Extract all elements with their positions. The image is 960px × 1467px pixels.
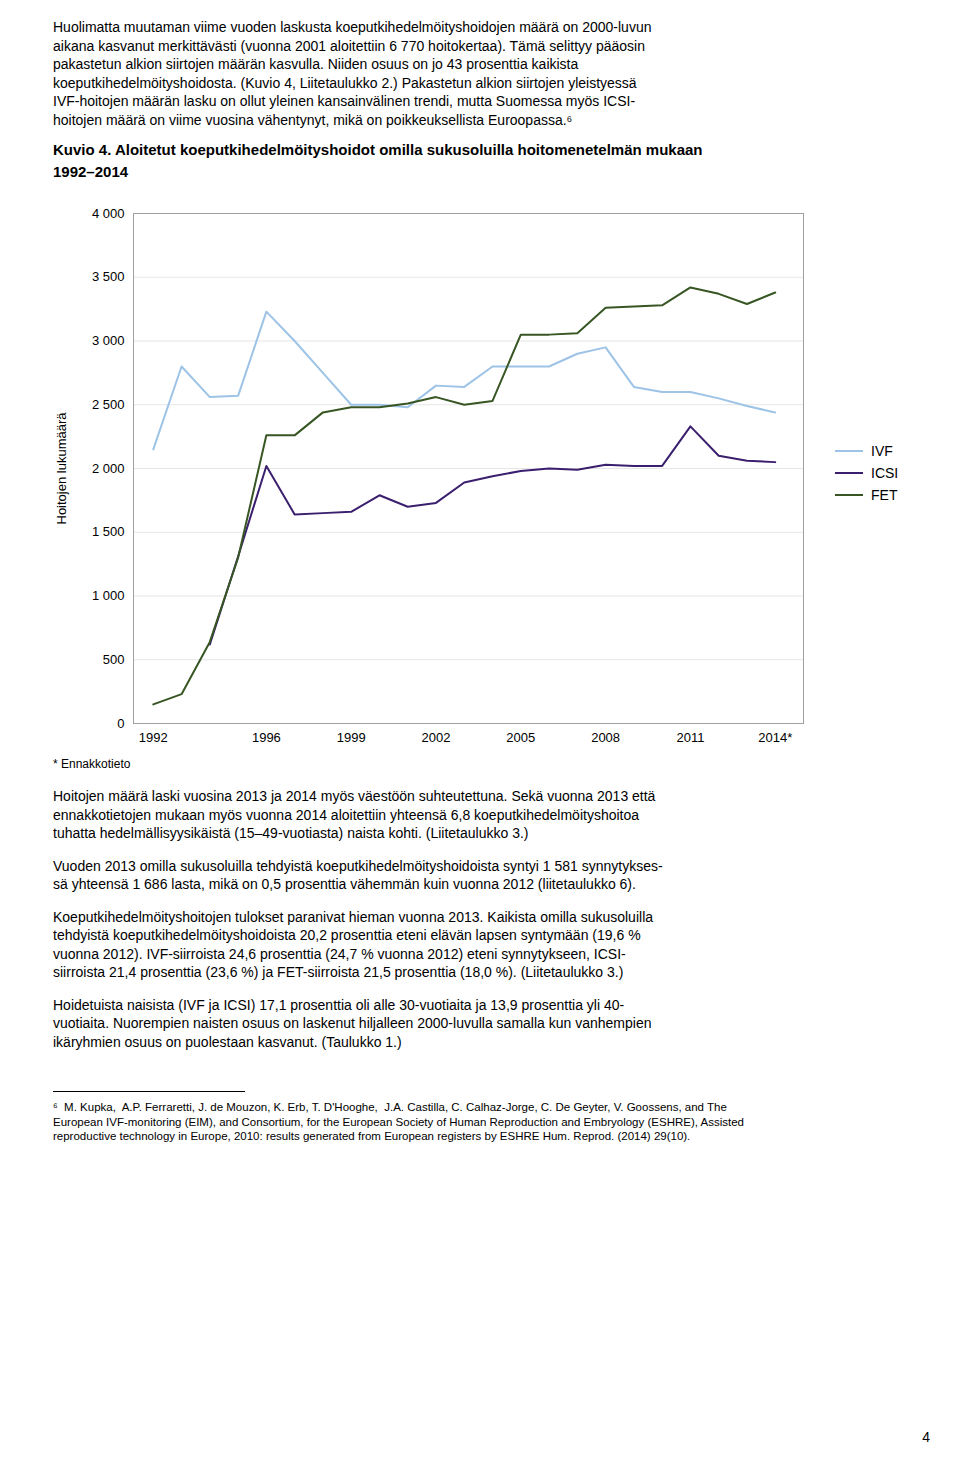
html-text:Huolimatta muutaman viime vuod: Huolimatta muutaman viime vuoden laskust…: [53, 19, 652, 35]
svg-text:2 000: 2 000: [92, 461, 125, 476]
html-text:ennakkotietojen mukaan myös vu: ennakkotietojen mukaan myös vuonna 2014 …: [53, 806, 640, 823]
svg-text:500: 500: [103, 652, 125, 667]
svg-text:0: 0: [117, 716, 124, 731]
svg-text:1 500: 1 500: [92, 524, 125, 539]
html-text:Kuvio 4. Aloitetut koeputkihed: Kuvio 4. Aloitetut koeputkihedelmöitysho…: [53, 141, 703, 158]
html-text:Koeputkihedelmöityshoitojen tu: Koeputkihedelmöityshoitojen tulokset par…: [53, 908, 653, 925]
svg-text:1999: 1999: [337, 730, 366, 745]
html-text:hoitojen määrä on viime vuosin: hoitojen määrä on viime vuosina vähentyn…: [53, 111, 573, 128]
html-text:European IVF-monitoring (EIM),: European IVF-monitoring (EIM), and Conso…: [53, 1115, 744, 1128]
html-text:ikäryhmien osuus on puolestaan: ikäryhmien osuus on puolestaan kasvanut.…: [53, 1033, 402, 1050]
svg-text:2 500: 2 500: [92, 397, 125, 412]
svg-text:2011: 2011: [676, 730, 704, 745]
html-text:4: 4: [922, 1429, 930, 1445]
svg-text:2005: 2005: [506, 730, 535, 745]
html-text:reproductive technology in Eur: reproductive technology in Europe, 2010:…: [53, 1130, 691, 1142]
html-text:FET: FET: [871, 487, 898, 503]
html-text:⁶ M. Kupka, A.P. Ferraretti, J: ⁶ M. Kupka, A.P. Ferraretti, J. de Mouzo…: [53, 1101, 727, 1113]
html-text:* Ennakkotieto: * Ennakkotieto: [53, 757, 131, 771]
html-text:koeputkihedelmöityshoidosta. (: koeputkihedelmöityshoidosta. (Kuvio 4, L…: [53, 74, 637, 91]
html-text:Vuoden 2013 omilla sukusoluill: Vuoden 2013 omilla sukusoluilla tehdyist…: [53, 857, 663, 874]
html-text:sä yhteensä 1 686 lasta, mikä: sä yhteensä 1 686 lasta, mikä on 0,5 pro…: [53, 876, 636, 892]
html-text:Hoitojen määrä laski vuosina 2: Hoitojen määrä laski vuosina 2013 ja 201…: [53, 788, 656, 804]
html-text:tuhatta hedelmällisyysikäistä: tuhatta hedelmällisyysikäistä (15–49-vuo…: [53, 825, 529, 841]
html-text:aikana kasvanut merkittävästi: aikana kasvanut merkittävästi (vuonna 20…: [53, 37, 645, 54]
html-text:1992–2014: 1992–2014: [53, 163, 129, 180]
html-text:ICSI: ICSI: [871, 465, 899, 481]
svg-text:3 500: 3 500: [92, 269, 125, 284]
html-text:siirroista 21,4 prosenttia (23: siirroista 21,4 prosenttia (23,6 %) ja F…: [53, 964, 624, 980]
html-text:pakastetun alkion siirtojen mä: pakastetun alkion siirtojen määrän kasvu…: [53, 56, 579, 72]
html-text:vuotiaita. Nuorempien naisten: vuotiaita. Nuorempien naisten osuus on l…: [53, 1015, 652, 1031]
svg-text:2002: 2002: [422, 730, 451, 745]
svg-text:3 000: 3 000: [92, 333, 125, 348]
svg-text:Hoitojen lukumäärä: Hoitojen lukumäärä: [54, 412, 69, 525]
svg-text:4 000: 4 000: [92, 206, 125, 221]
html-text:Hoidetuista naisista (IVF ja I: Hoidetuista naisista (IVF ja ICSI) 17,1 …: [53, 996, 625, 1013]
svg-text:1 000: 1 000: [92, 588, 125, 603]
svg-text:1992: 1992: [139, 730, 168, 745]
html-text:IVF: IVF: [871, 443, 893, 459]
html-text:tehdyistä koeputkihedelmöitysh: tehdyistä koeputkihedelmöityshoidoista 2…: [53, 927, 641, 943]
svg-text:2008: 2008: [591, 730, 620, 745]
svg-text:2014*: 2014*: [758, 730, 792, 745]
html-text:IVF-hoitojen määrän lasku on o: IVF-hoitojen määrän lasku on ollut ylein…: [53, 93, 636, 109]
html-text:vuonna 2012). IVF-siirroista 2: vuonna 2012). IVF-siirroista 24,6 prosen…: [53, 945, 626, 962]
svg-text:1996: 1996: [252, 730, 281, 745]
